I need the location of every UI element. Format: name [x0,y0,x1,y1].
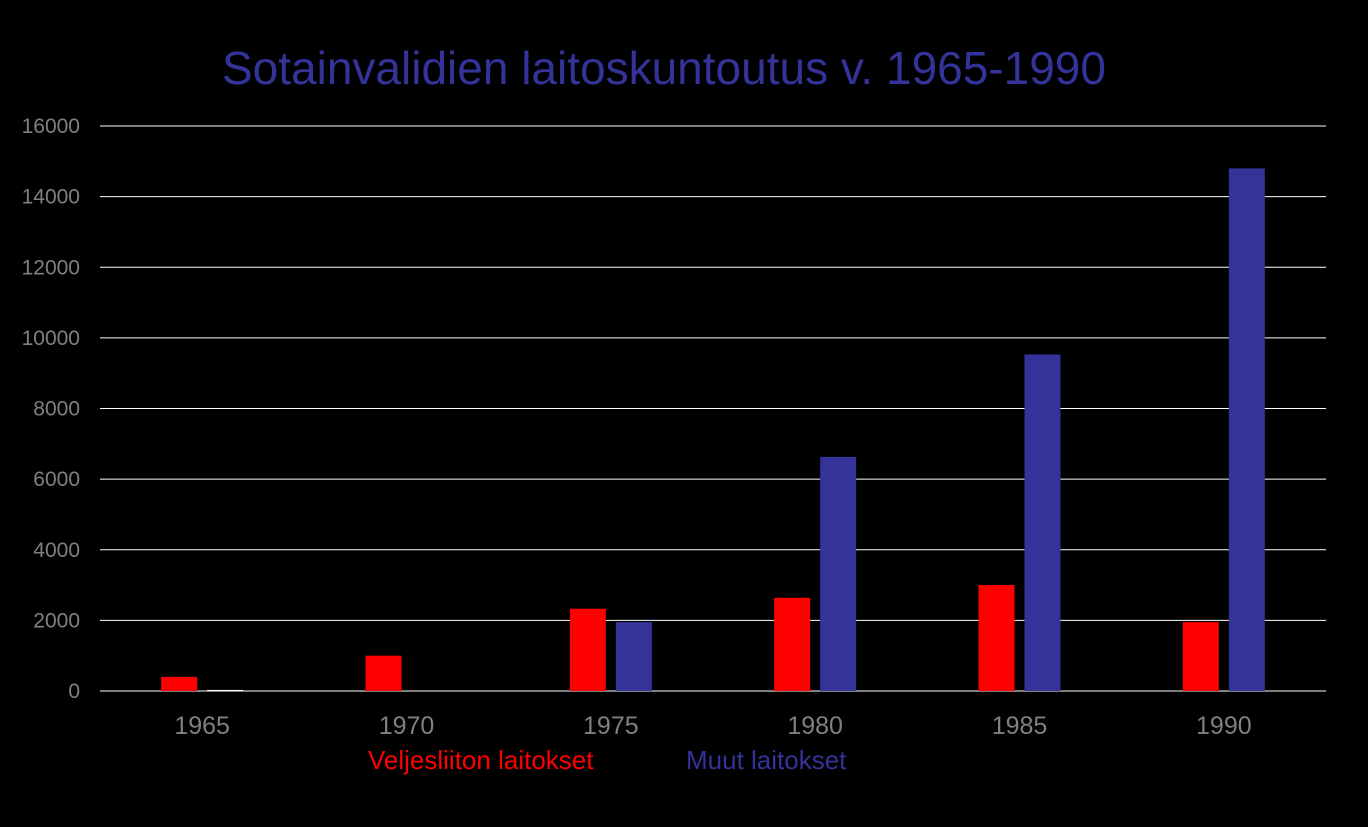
bar-veljesliiton-1990 [1182,622,1219,691]
y-tick-label-10000: 10000 [22,327,80,350]
x-tick-label-1970: 1970 [379,712,435,740]
y-axis-ticks: 0 2000 4000 6000 8000 10000 12000 14000 16000 [22,115,80,703]
x-tick-label-1965: 1965 [174,712,230,740]
bar-veljesliiton-1965 [161,676,198,691]
y-tick-label-4000: 4000 [33,539,80,562]
bar-muut-1990 [1228,168,1265,691]
bar-veljesliiton-1975 [569,608,606,691]
legend: Veljesliiton laitokset Muut laitokset [368,745,847,775]
bar-veljesliiton-1980 [774,597,811,691]
x-tick-label-1975: 1975 [583,712,639,740]
y-tick-label-6000: 6000 [33,468,80,491]
bar-muut-1965 [207,689,244,691]
y-tick-label-8000: 8000 [33,398,80,421]
y-tick-label-12000: 12000 [22,256,80,279]
x-tick-label-1980: 1980 [787,712,843,740]
bar-muut-1980 [820,456,857,691]
y-tick-label-0: 0 [68,680,80,703]
x-tick-label-1990: 1990 [1196,712,1252,740]
x-tick-label-1985: 1985 [992,712,1048,740]
bar-veljesliiton-1985 [978,585,1015,691]
legend-veljesliiton-laitokset: Veljesliiton laitokset [368,745,594,775]
bar-muut-1975 [615,622,652,691]
bar-muut-1985 [1024,354,1061,691]
bars [161,168,1265,691]
legend-muut-laitokset: Muut laitokset [686,745,847,775]
x-axis-ticks: 1965 1970 1975 1980 1985 1990 [174,712,1251,740]
chart-title: Sotainvalidien laitoskuntoutus v. 1965-1… [222,42,1106,94]
y-tick-label-14000: 14000 [22,186,80,209]
bar-veljesliiton-1970 [365,655,402,691]
y-tick-label-16000: 16000 [22,115,80,138]
grid-lines [100,125,1326,692]
y-tick-label-2000: 2000 [33,609,80,632]
